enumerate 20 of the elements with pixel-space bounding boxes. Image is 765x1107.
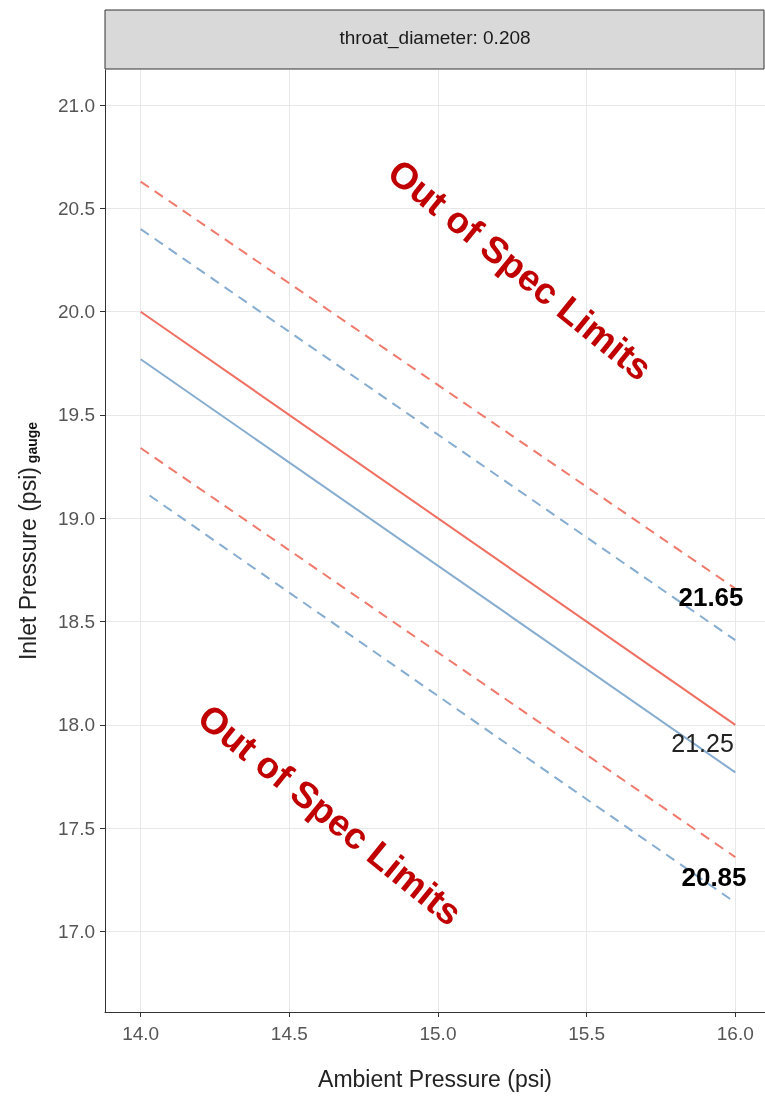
x-tick-label: 16.0: [716, 1023, 754, 1044]
y-axis-title: Inlet Pressure (psi)gauge: [14, 421, 41, 661]
x-tick-label: 14.0: [122, 1023, 160, 1044]
x-tick-label: 15.0: [419, 1023, 457, 1044]
x-tick-label: 15.5: [568, 1023, 606, 1044]
y-tick-label: 18.0: [58, 714, 95, 736]
y-tick-label: 20.5: [58, 197, 95, 219]
y-tick-label: 19.5: [58, 404, 95, 426]
annotation: 21.25: [671, 729, 734, 758]
x-axis-title: Ambient Pressure (psi): [318, 1065, 552, 1092]
x-tick-label: 14.5: [270, 1023, 308, 1044]
y-tick-label: 18.5: [58, 611, 95, 633]
chart-title: throat_diameter: 0.208: [339, 27, 531, 49]
y-tick-label: 17.0: [58, 920, 95, 942]
y-tick-label: 17.5: [58, 817, 95, 839]
y-tick-label: 21.0: [58, 94, 95, 116]
y-tick-label: 20.0: [58, 301, 95, 323]
annotation: 20.85: [681, 862, 747, 892]
y-tick-label: 19.0: [58, 507, 95, 529]
annotation: 21.65: [678, 582, 744, 612]
